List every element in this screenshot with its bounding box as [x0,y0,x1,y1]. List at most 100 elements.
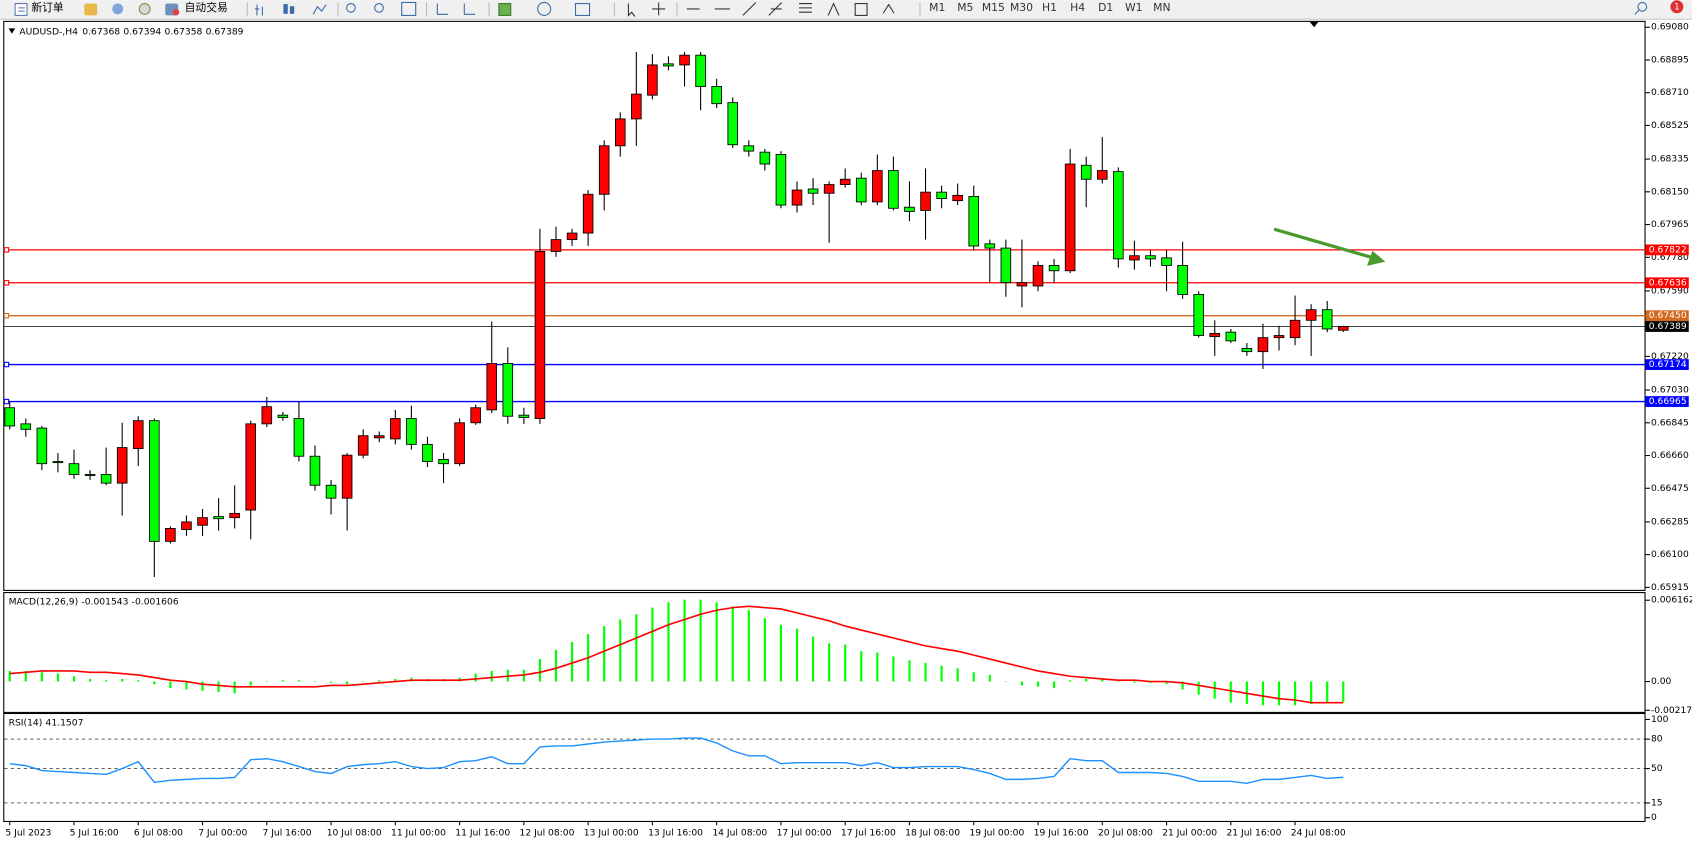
candle-body [229,512,240,519]
macd-bar [956,668,959,682]
candle-body [486,363,498,411]
icon[interactable] [799,3,812,13]
header-close: 0.67389 [206,26,244,37]
icon[interactable] [312,4,327,15]
timeframe-button[interactable]: W1 [1125,1,1143,14]
price-panel [3,20,1646,591]
candle-body [727,102,739,146]
candle-body [1096,170,1108,180]
y-tick-label: 0.00 [1651,676,1672,687]
icon[interactable] [112,3,124,15]
macd-bar [1085,678,1088,682]
rsi-line [9,737,1344,785]
timeframe-button[interactable]: M5 [957,1,973,14]
candle-body [100,474,112,484]
macd-bar [72,676,76,682]
icon[interactable] [346,3,356,13]
y-tick-label: 0.66285 [1651,516,1689,527]
line-anchor [3,280,10,286]
candle-body [261,406,273,425]
y-tick-label: -0.002178 [1651,705,1692,716]
timeframe-button[interactable]: MN [1153,1,1170,14]
icon[interactable] [463,3,476,15]
icon[interactable] [401,1,417,16]
macd-bar [137,680,140,682]
timeframe-button[interactable]: H4 [1070,1,1085,14]
line-anchor [3,313,10,319]
y-tick-label: 0.66100 [1651,549,1689,560]
icon[interactable] [652,2,666,16]
icon[interactable] [498,3,512,16]
macd-bar [105,680,108,682]
x-tick-label: 17 Jul 00:00 [777,827,832,838]
candle-body [1289,319,1301,339]
search-icon[interactable] [1637,1,1648,12]
header-open: 0.67368 [82,26,120,37]
y-tick-label: 0 [1651,812,1657,823]
icon[interactable] [254,4,263,16]
notification-badge[interactable] [1670,0,1684,14]
price-tag-label: 0.67822 [1649,244,1687,255]
candle-body [1257,337,1269,353]
candle-body [775,154,787,206]
macd-panel [3,592,1646,713]
macd-bar [635,614,638,682]
candle-body [1273,335,1285,339]
search-icon[interactable] [1634,9,1640,15]
macd-bar [988,674,991,682]
macd-bar [265,681,268,683]
icon[interactable] [436,3,449,15]
icon[interactable] [882,3,895,14]
icon[interactable] [827,2,840,16]
icon[interactable] [138,3,151,15]
timeframe-button[interactable]: H1 [1042,1,1057,14]
notification-count: 1 [1674,2,1680,12]
tool-icons [246,1,921,17]
icon[interactable] [768,2,783,16]
price-tag-label: 0.67450 [1649,310,1687,321]
icon[interactable] [283,4,288,14]
y-tick-label: 15 [1651,797,1663,808]
rsi-panel [3,712,1646,823]
x-tick-label: 5 Jul 16:00 [70,827,119,838]
x-tick-label: 11 Jul 16:00 [455,827,510,838]
candle-body [518,414,530,418]
macd-bar [1310,681,1313,704]
candle-body [390,418,401,440]
icon[interactable] [84,3,98,16]
candle-body [679,54,690,66]
macd-bar [731,606,734,682]
auto-trading-button[interactable]: 自动交易 [165,1,228,16]
icon[interactable] [627,3,636,17]
candle-body [1129,255,1140,261]
auto-trading-label: 自动交易 [185,1,228,14]
price-tag [1645,244,1689,256]
candle-body [1193,294,1204,336]
candle-body [1032,265,1044,287]
candle-body [663,63,674,67]
macd-bar [667,602,670,682]
plot-layer: 0.69080 0.68895 0.68710 0.68525 0.68335 0.681… [3,22,1692,838]
icon[interactable] [289,6,295,14]
icon[interactable] [574,3,591,16]
price-tag-label: 0.67636 [1649,277,1687,288]
timeframe-button[interactable]: M15 [982,1,1005,14]
candle-body [293,418,305,457]
candle-body [52,461,64,464]
timeframe-button[interactable]: D1 [1098,1,1113,14]
new-order-button[interactable]: 新订单 [14,1,64,16]
macd-header: MACD(12,26,9) -0.001543 -0.001606 [9,596,179,607]
rsi-title: RSI(14) [9,717,43,728]
icon[interactable] [374,3,384,13]
icon[interactable] [854,3,868,16]
macd-bar [169,681,172,689]
icon[interactable] [537,1,552,16]
shift-marker [1309,21,1319,28]
candle-body [341,454,353,499]
timeframe-button[interactable]: M1 [929,1,945,14]
icon[interactable] [742,2,757,16]
timeframe-button[interactable]: M30 [1010,1,1033,14]
x-tick-label: 13 Jul 00:00 [584,827,639,838]
